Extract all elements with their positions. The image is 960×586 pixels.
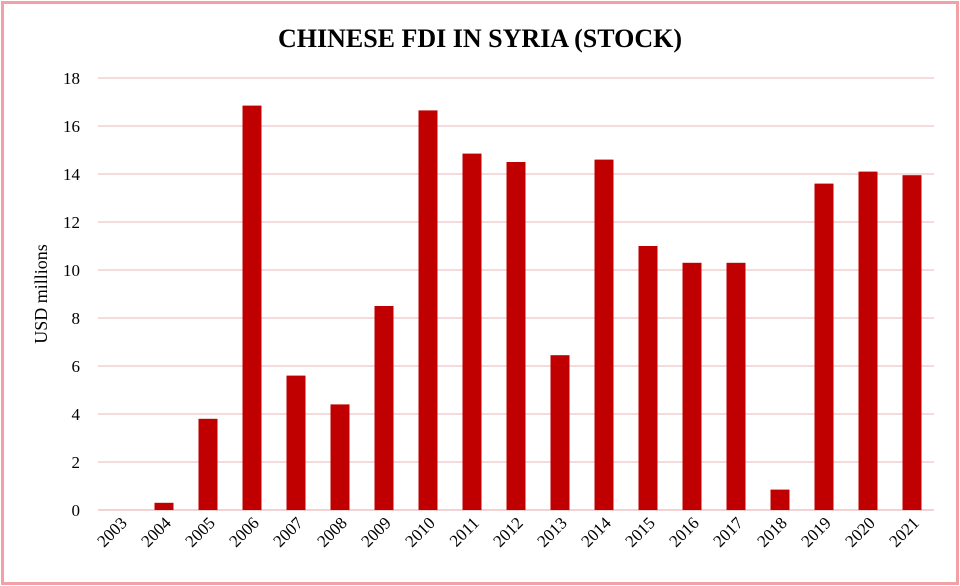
y-tick-label: 2 [72, 453, 81, 472]
y-tick-label: 18 [63, 69, 80, 88]
x-tick-label: 2007 [269, 513, 307, 551]
bar-2007 [286, 375, 306, 510]
x-tick-label: 2019 [797, 513, 834, 550]
bar-2018 [770, 489, 790, 510]
y-axis-label: USD millions [31, 244, 51, 344]
bar-2008 [330, 404, 350, 510]
x-tick-label: 2015 [621, 513, 658, 550]
bar-2017 [726, 262, 746, 510]
bar-2012 [506, 162, 526, 510]
bar-2016 [682, 262, 702, 510]
chart-title: CHINESE FDI IN SYRIA (STOCK) [278, 24, 682, 53]
y-tick-label: 8 [72, 309, 81, 328]
x-tick-label: 2008 [313, 513, 350, 550]
bar-2005 [198, 418, 218, 510]
y-tick-label: 0 [72, 501, 81, 520]
bar-2021 [902, 175, 922, 510]
bar-2015 [638, 246, 658, 510]
x-tick-label: 2021 [885, 513, 922, 550]
bar-2013 [550, 355, 570, 510]
x-tick-label: 2010 [401, 513, 438, 550]
y-tick-label: 4 [72, 405, 81, 424]
y-tick-label: 6 [72, 357, 81, 376]
y-tick-label: 12 [63, 213, 80, 232]
x-tick-label: 2018 [753, 513, 790, 550]
bar-2020 [858, 171, 878, 510]
x-tick-label: 2011 [446, 513, 483, 550]
y-tick-label: 10 [63, 261, 80, 280]
bar-2006 [242, 105, 262, 510]
x-tick-label: 2016 [665, 513, 702, 550]
x-tick-label: 2004 [137, 513, 175, 551]
x-tick-label: 2017 [709, 513, 747, 551]
y-tick-label: 16 [63, 117, 80, 136]
bars [154, 105, 922, 511]
bar-2004 [154, 502, 174, 510]
bar-2009 [374, 306, 394, 510]
y-tick-label: 14 [63, 165, 81, 184]
bar-2014 [594, 159, 614, 510]
x-tick-label: 2005 [181, 513, 218, 550]
x-tick-label: 2014 [577, 513, 615, 551]
x-tick-label: 2020 [841, 513, 878, 550]
y-tick-labels: 0 2 4 6 8 10 12 14 16 18 [63, 69, 81, 520]
gridlines [98, 77, 934, 511]
bar-2011 [462, 153, 482, 510]
x-tick-label: 2003 [93, 513, 130, 550]
x-tick-label: 2006 [225, 513, 262, 550]
x-tick-label: 2009 [357, 513, 394, 550]
x-tick-label: 2012 [489, 513, 526, 550]
x-tick-label: 2013 [533, 513, 570, 550]
x-tick-labels: 2003 2004 2005 2006 2007 2008 2009 2010 2011 2012… [93, 513, 922, 551]
bar-2010 [418, 110, 438, 511]
bar-2019 [814, 183, 834, 510]
